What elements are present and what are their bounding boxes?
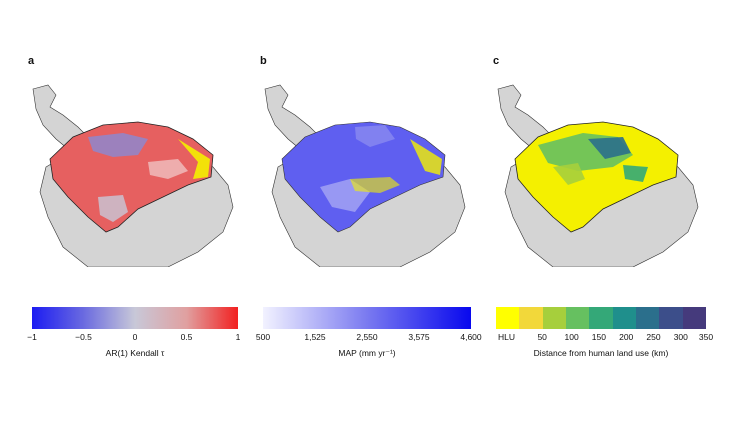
tick-label: −1 (27, 332, 37, 342)
tick-label: 4,600 (460, 332, 482, 342)
panel-label-b: b (260, 55, 267, 67)
colorbar-c (496, 307, 706, 329)
tick-label: 1 (235, 332, 241, 342)
colorbar-a-ticks: −1 −0.5 0 0.5 1 (27, 332, 241, 344)
tick-label: 100 (564, 332, 579, 342)
tick-label: 2,550 (356, 332, 378, 342)
map-c (497, 84, 699, 267)
tick-label: 0 (132, 332, 138, 342)
colorbar-c-title: Distance from human land use (km) (533, 348, 669, 358)
tick-label: 350 (698, 332, 714, 342)
panel-label-c: c (493, 55, 500, 67)
tick-label: HLU (497, 332, 516, 342)
tick-label: 500 (255, 332, 271, 342)
colorbar-c-step (496, 307, 520, 329)
map-a (32, 84, 234, 267)
tick-label: 50 (537, 332, 547, 342)
colorbar-c-step (589, 307, 613, 329)
colorbar-a (32, 307, 238, 329)
map-b (264, 84, 466, 267)
colorbar-c-step (519, 307, 543, 329)
tick-label: 3,575 (408, 332, 430, 342)
panel-c: c (493, 55, 708, 270)
tick-label: −0.5 (75, 332, 92, 342)
amazon-basin-b (281, 121, 446, 233)
colorbar-c-step (635, 307, 660, 329)
colorbar-c-step (542, 307, 566, 329)
colorbar-a-title: AR(1) Kendall τ (105, 348, 165, 358)
colorbar-c-step (682, 307, 706, 329)
panel-label-a: a (28, 55, 35, 67)
tick-label: 250 (646, 332, 661, 342)
colorbar-b-title: MAP (mm yr⁻¹) (338, 348, 396, 358)
colorbar-c-ticks: HLU 50 100 150 200 250 300 350 (496, 332, 713, 344)
tick-label: 300 (673, 332, 688, 342)
panel-b: b (260, 55, 475, 270)
colorbar-c-step (659, 307, 683, 329)
tick-label: 200 (619, 332, 634, 342)
colorbar-c-step (612, 307, 636, 329)
colorbar-b-ticks: 500 1,525 2,550 3,575 4,600 (256, 332, 482, 344)
tick-label: 0.5 (180, 332, 193, 342)
tick-label: 150 (591, 332, 606, 342)
tick-label: 1,525 (304, 332, 326, 342)
colorbar-c-step (565, 307, 590, 329)
panel-a: a (28, 55, 243, 270)
amazon-basin-a (49, 121, 214, 233)
amazon-basin-c (514, 121, 679, 233)
colorbar-b (263, 307, 471, 329)
